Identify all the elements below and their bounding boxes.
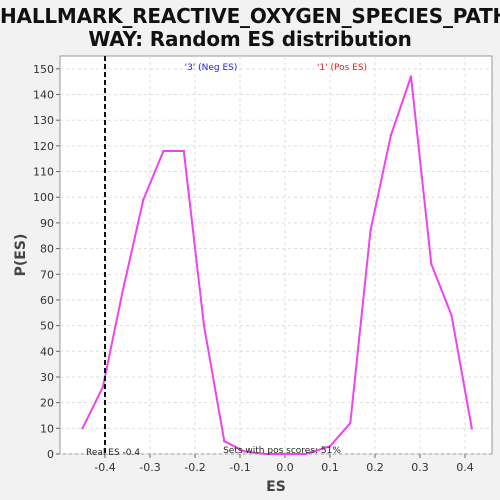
data-point: [349, 421, 352, 425]
x-tick-label: 0.4: [456, 461, 474, 474]
y-tick-label: 120: [33, 140, 54, 153]
y-tick-label: 10: [40, 422, 54, 435]
x-tick-label: -0.2: [184, 461, 205, 474]
x-tick-label: -0.3: [139, 461, 160, 474]
data-point: [182, 149, 185, 153]
legend-neg-es: '3' (Neg ES): [185, 63, 238, 73]
data-point: [202, 324, 206, 327]
y-tick-label: 20: [40, 397, 54, 410]
data-point: [223, 439, 226, 443]
x-tick-label: 0.0: [276, 461, 294, 474]
y-tick-label: 30: [40, 371, 54, 384]
data-point: [304, 452, 307, 456]
y-tick-label: 60: [40, 294, 54, 307]
data-point: [430, 262, 433, 266]
distribution-line: [81, 75, 473, 455]
series-layer: [81, 75, 473, 456]
data-point: [162, 149, 165, 153]
data-point: [81, 427, 84, 430]
ticks-layer: 0 10 20 30 40 50 60 70 80 90 100 110 120 130 140 150 -0.…: [33, 63, 474, 474]
x-tick-label: 0.2: [366, 461, 384, 474]
y-tick-label: 50: [40, 320, 54, 333]
data-point: [369, 229, 372, 232]
y-tick-label: 40: [40, 345, 54, 358]
pos-scores-annotation: Sets with pos scores: 51%: [223, 446, 341, 456]
plot-area: [59, 55, 493, 455]
chart-title-line-2: WAY: Random ES distribution: [88, 27, 412, 51]
y-tick-label: 150: [33, 63, 54, 76]
data-point: [450, 314, 453, 317]
x-tick-label: -0.4: [94, 461, 115, 474]
data-point: [409, 75, 413, 78]
y-tick-label: 100: [33, 191, 54, 204]
data-point: [101, 386, 104, 389]
y-tick-label: 0: [47, 448, 54, 461]
y-tick-label: 130: [33, 114, 54, 127]
legend-pos-es: '1' (Pos ES): [317, 63, 367, 73]
y-tick-label: 80: [40, 243, 54, 256]
x-tick-label: 0.1: [321, 461, 339, 474]
data-point: [121, 288, 125, 291]
x-tick-label: -0.1: [229, 461, 250, 474]
chart-title-line-1: HALLMARK_REACTIVE_OXYGEN_SPECIES_PATH: [0, 4, 500, 28]
y-tick-label: 140: [33, 89, 54, 102]
y-tick-label: 90: [40, 217, 54, 230]
data-point: [243, 450, 246, 453]
x-tick-label: 0.3: [411, 461, 429, 474]
x-axis-title: ES: [266, 479, 286, 495]
data-point: [328, 445, 332, 448]
data-point: [283, 452, 287, 456]
data-point: [142, 198, 145, 201]
real-es-label: Real ES -0.4: [86, 448, 140, 458]
y-axis-title: P(ES): [13, 234, 29, 277]
data-point: [389, 134, 392, 137]
data-point: [470, 427, 473, 430]
y-tick-label: 110: [33, 166, 54, 179]
data-point: [263, 452, 266, 456]
y-tick-label: 70: [40, 268, 54, 281]
